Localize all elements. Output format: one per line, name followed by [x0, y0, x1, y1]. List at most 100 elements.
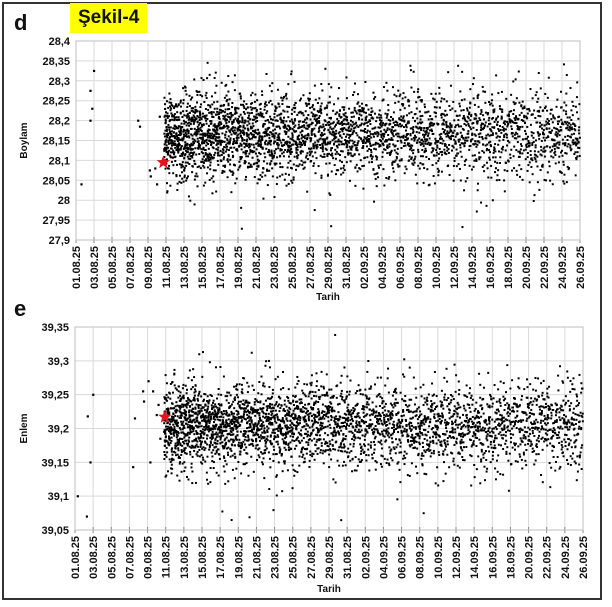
data-point — [250, 420, 253, 423]
data-point — [232, 400, 235, 403]
data-point — [207, 134, 210, 137]
data-point — [410, 111, 413, 114]
data-point — [569, 149, 572, 152]
data-point — [172, 423, 175, 426]
data-point — [286, 150, 289, 153]
data-point — [299, 145, 302, 148]
data-point — [286, 141, 289, 144]
data-point — [201, 160, 204, 163]
data-point — [271, 388, 274, 391]
data-point — [328, 123, 331, 126]
data-point — [570, 126, 573, 129]
data-point — [433, 182, 436, 185]
data-point — [165, 162, 168, 165]
data-point — [249, 132, 252, 135]
x-tick-label: 24.09.25 — [560, 536, 572, 579]
data-point — [225, 441, 228, 444]
data-point — [202, 431, 205, 434]
data-point — [223, 447, 226, 450]
data-point — [165, 182, 168, 185]
data-point — [207, 418, 210, 421]
data-point — [167, 151, 170, 154]
data-point — [372, 117, 375, 120]
data-point — [149, 461, 152, 464]
data-point — [193, 132, 196, 135]
data-point — [281, 166, 284, 169]
data-point — [408, 100, 411, 103]
data-point — [365, 145, 368, 148]
data-point — [198, 153, 201, 156]
data-point — [198, 455, 201, 458]
data-point — [180, 164, 183, 167]
data-point — [91, 107, 94, 110]
data-point — [502, 129, 505, 132]
data-point — [321, 142, 324, 145]
data-point — [378, 116, 381, 119]
data-point — [220, 153, 223, 156]
data-point — [262, 457, 265, 460]
data-point — [285, 92, 288, 95]
data-point — [351, 145, 354, 148]
data-point — [199, 116, 202, 119]
data-point — [222, 429, 225, 432]
data-point — [205, 424, 208, 427]
data-point — [386, 144, 389, 147]
data-point — [207, 415, 210, 418]
data-point — [506, 114, 509, 117]
data-point — [313, 133, 316, 136]
data-point — [306, 117, 309, 120]
data-point — [222, 117, 225, 120]
data-point — [435, 151, 438, 154]
data-point — [530, 134, 533, 137]
data-point — [184, 433, 187, 436]
data-point — [266, 143, 269, 146]
data-point — [181, 428, 184, 431]
data-point — [357, 101, 360, 104]
data-point — [549, 150, 552, 153]
data-point — [565, 110, 568, 113]
data-point — [521, 138, 524, 141]
data-point — [435, 154, 438, 157]
data-point — [472, 97, 475, 100]
data-point — [201, 125, 204, 128]
data-point — [391, 138, 394, 141]
data-point — [211, 157, 214, 160]
data-point — [258, 436, 261, 439]
data-point — [233, 74, 236, 77]
data-point — [245, 430, 248, 433]
data-point — [202, 124, 205, 127]
data-point — [293, 80, 296, 83]
data-point — [432, 124, 435, 127]
data-point — [259, 107, 262, 110]
data-point — [363, 136, 366, 139]
data-point — [204, 181, 207, 184]
data-point — [488, 151, 491, 154]
data-point — [171, 458, 174, 461]
data-point — [414, 173, 417, 176]
data-point — [513, 117, 516, 120]
data-point — [284, 141, 287, 144]
data-point — [497, 92, 500, 95]
data-point — [291, 134, 294, 137]
data-point — [473, 159, 476, 162]
data-point — [200, 118, 203, 121]
data-point — [548, 131, 551, 134]
data-point — [317, 130, 320, 133]
data-point — [179, 400, 182, 403]
data-point — [390, 128, 393, 131]
data-point — [477, 182, 480, 185]
data-point — [487, 149, 490, 152]
data-point — [216, 129, 219, 132]
x-tick-label: 09.08.25 — [143, 536, 155, 579]
data-point — [265, 418, 268, 421]
data-point — [234, 456, 237, 459]
data-point — [172, 407, 175, 410]
data-point — [381, 155, 384, 158]
data-point — [377, 176, 380, 179]
data-point — [392, 135, 395, 138]
data-point — [506, 139, 509, 142]
data-point — [208, 73, 211, 76]
data-point — [481, 136, 484, 139]
data-point — [205, 114, 208, 117]
data-point — [467, 117, 470, 120]
